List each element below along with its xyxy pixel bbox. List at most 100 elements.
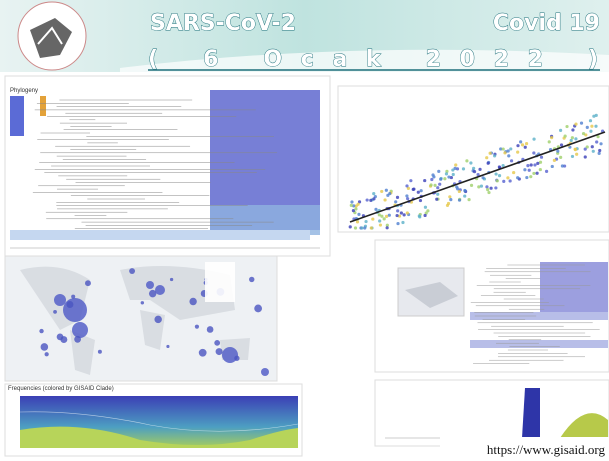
map-bubble bbox=[41, 343, 49, 351]
scatter-point bbox=[374, 208, 377, 211]
scatter-point bbox=[429, 183, 432, 186]
scatter-point bbox=[545, 170, 548, 173]
scatter-point bbox=[574, 123, 577, 126]
scatter-point bbox=[439, 178, 442, 181]
scatter-point bbox=[580, 122, 583, 125]
scatter-point bbox=[354, 226, 357, 229]
scatter-point bbox=[507, 149, 510, 152]
map-bubble bbox=[234, 356, 239, 361]
title-right: Covid 19 bbox=[493, 11, 600, 36]
scatter-point bbox=[536, 162, 539, 165]
scatter-point bbox=[447, 175, 450, 178]
scatter-point bbox=[395, 214, 398, 217]
scatter-point bbox=[494, 186, 497, 189]
scatter-point bbox=[582, 132, 585, 135]
scatter-point bbox=[507, 154, 510, 157]
scatter-point bbox=[516, 176, 519, 179]
scatter-point bbox=[363, 226, 366, 229]
scatter-point bbox=[556, 150, 559, 153]
scatter-point bbox=[519, 140, 522, 143]
map-bubble bbox=[60, 336, 67, 343]
scatter-point bbox=[478, 168, 481, 171]
scatter-point bbox=[396, 209, 399, 212]
map-bubble bbox=[53, 310, 57, 314]
scatter-point bbox=[435, 198, 438, 201]
scatter-point bbox=[452, 173, 455, 176]
scatter-point bbox=[378, 213, 381, 216]
scatter-point bbox=[533, 163, 536, 166]
scatter-point bbox=[467, 198, 470, 201]
scatter-point bbox=[396, 222, 399, 225]
scatter-point bbox=[400, 211, 403, 214]
map-bubble bbox=[141, 301, 144, 304]
scatter-point bbox=[423, 214, 426, 217]
map-bubble bbox=[54, 294, 66, 306]
scatter-point bbox=[524, 146, 527, 149]
map-bubble bbox=[149, 290, 156, 297]
scatter-point bbox=[385, 215, 388, 218]
scatter-point bbox=[589, 119, 592, 122]
scatter-point bbox=[350, 204, 353, 207]
scatter-point bbox=[473, 170, 476, 173]
scatter-point bbox=[350, 200, 353, 203]
scatter-point bbox=[570, 139, 573, 142]
map-bubble bbox=[85, 280, 91, 286]
scatter-point bbox=[357, 203, 360, 206]
panel-label: Frequencies (colored by GISAID Clade) bbox=[8, 386, 114, 392]
scatter-point bbox=[598, 152, 601, 155]
scatter-point bbox=[560, 143, 563, 146]
logo bbox=[18, 2, 86, 70]
scatter-point bbox=[458, 199, 461, 202]
scatter-point bbox=[454, 163, 457, 166]
scatter-point bbox=[357, 213, 360, 216]
scatter-point bbox=[528, 169, 531, 172]
scatter-point bbox=[449, 198, 452, 201]
scatter-point bbox=[380, 190, 383, 193]
scatter-point bbox=[453, 167, 456, 170]
scatter-point bbox=[550, 136, 553, 139]
scatter-point bbox=[584, 148, 587, 151]
scatter-point bbox=[525, 176, 528, 179]
scatter-point bbox=[423, 179, 426, 182]
scatter-point bbox=[490, 187, 493, 190]
scatter-point bbox=[595, 114, 598, 117]
scatter-point bbox=[536, 172, 539, 175]
date: ( 6 Ocak 2022 ) bbox=[148, 47, 598, 72]
frequency-panel: Frequencies (colored by GISAID Clade) bbox=[5, 384, 302, 456]
map-bubble bbox=[154, 316, 161, 323]
scatter-point bbox=[469, 161, 472, 164]
map-bubble bbox=[254, 305, 262, 313]
scatter-point bbox=[405, 184, 408, 187]
scatter-point bbox=[419, 199, 422, 202]
scatter-point bbox=[561, 164, 564, 167]
scatter-point bbox=[516, 144, 519, 147]
scatter-point bbox=[487, 191, 490, 194]
map-bubble bbox=[249, 277, 254, 282]
scatter-point bbox=[526, 164, 529, 167]
scatter-point bbox=[480, 185, 483, 188]
scatter-point bbox=[409, 179, 412, 182]
map-bubble bbox=[199, 349, 207, 357]
scatter-point bbox=[356, 220, 359, 223]
scatter-point bbox=[595, 140, 598, 143]
scatter-point bbox=[388, 214, 391, 217]
tree-map-panel bbox=[375, 240, 609, 372]
scatter-point bbox=[501, 164, 504, 167]
scatter-point bbox=[394, 200, 397, 203]
scatter-point bbox=[371, 217, 374, 220]
map-bubble bbox=[66, 301, 73, 308]
scatter-point bbox=[436, 193, 439, 196]
scatter-point bbox=[571, 136, 574, 139]
scatter-point bbox=[592, 150, 595, 153]
scatter-point bbox=[386, 226, 389, 229]
scatter-point bbox=[462, 167, 465, 170]
scatter-point bbox=[548, 140, 551, 143]
scatter-point bbox=[370, 226, 373, 229]
scatter-point bbox=[506, 176, 509, 179]
scatter-point bbox=[590, 125, 593, 128]
map-bubble bbox=[146, 281, 154, 289]
scatter-point bbox=[574, 137, 577, 140]
scatter-point bbox=[509, 147, 512, 150]
scatter-point bbox=[385, 189, 388, 192]
source-url: https://www.gisaid.org bbox=[487, 442, 606, 457]
